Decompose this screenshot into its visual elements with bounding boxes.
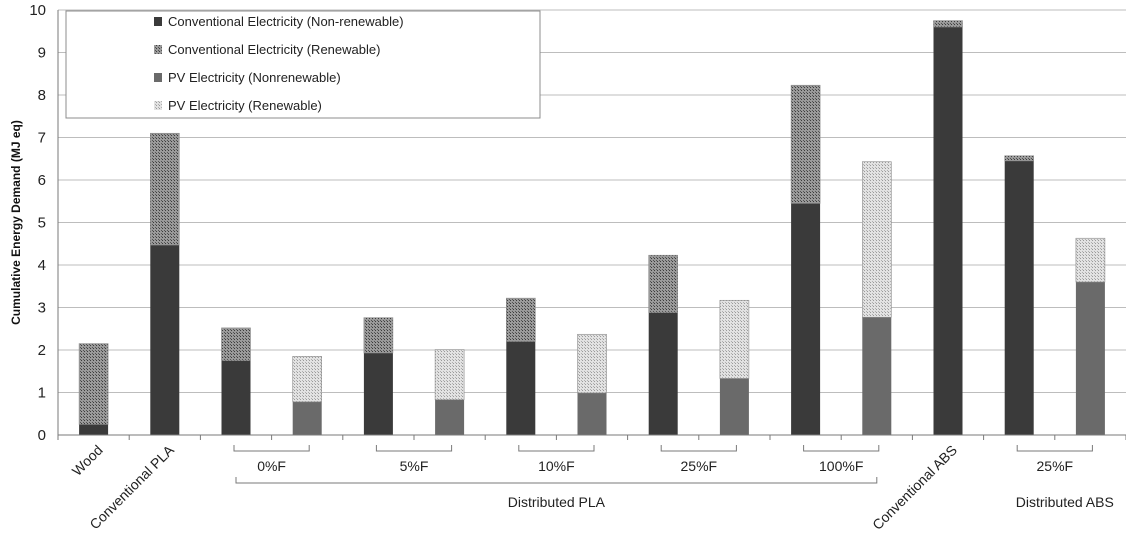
bar-conventional-nonrenewable: [79, 424, 109, 435]
x-category-label: 25%F: [1037, 458, 1074, 474]
y-tick-label: 10: [29, 2, 46, 19]
legend-swatch: [154, 45, 162, 54]
bar-pv-renewable: [292, 356, 323, 403]
bar-conventional-renewable: [790, 84, 821, 204]
y-tick-label: 7: [38, 130, 46, 147]
bar-pv-nonrenewable: [862, 317, 892, 435]
legend: Conventional Electricity (Non-renewable)…: [65, 10, 541, 119]
y-tick-label: 9: [38, 45, 46, 62]
x-category-label: 0%F: [257, 458, 286, 474]
legend-label: Conventional Electricity (Non-renewable): [168, 14, 404, 29]
bar-pv-nonrenewable: [719, 378, 749, 435]
bar-conventional-renewable: [1004, 155, 1035, 162]
y-tick-label: 4: [38, 257, 46, 274]
bar-pv-renewable: [861, 161, 892, 318]
x-category-label: 5%F: [400, 458, 429, 474]
bar-conventional-renewable: [505, 297, 536, 342]
legend-swatch: [154, 17, 162, 26]
x-category-label: 100%F: [819, 458, 863, 474]
bar-conventional-nonrenewable: [150, 245, 180, 435]
bar-pv-nonrenewable: [435, 399, 465, 435]
x-category-label: Conventional ABS: [869, 442, 960, 533]
bar-conventional-renewable: [648, 254, 679, 313]
y-axis-title: Cumulative Energy Demand (MJ eq): [9, 120, 23, 325]
category-bracket: [518, 445, 595, 452]
y-tick-label: 0: [38, 427, 46, 444]
category-bracket: [660, 445, 737, 452]
bar-conventional-nonrenewable: [1004, 160, 1034, 435]
bar-conventional-nonrenewable: [221, 360, 251, 435]
bar-conventional-nonrenewable: [648, 312, 678, 435]
category-bracket: [375, 445, 453, 452]
y-tick-label: 3: [38, 300, 46, 317]
bar-pv-renewable: [577, 333, 607, 394]
category-bracket: [803, 445, 880, 452]
y-tick-label: 8: [38, 87, 46, 104]
bar-pv-renewable: [434, 349, 465, 401]
group-bracket: [235, 477, 878, 484]
category-bracket: [1016, 445, 1093, 452]
legend-box: [65, 10, 541, 119]
bar-conventional-renewable: [150, 132, 180, 246]
x-group-label: Distributed PLA: [508, 494, 606, 510]
x-category-label: 10%F: [538, 458, 575, 474]
bars: [78, 20, 1106, 435]
legend-swatch: [154, 73, 162, 82]
bar-conventional-nonrenewable: [363, 352, 393, 435]
bar-conventional-nonrenewable: [506, 341, 536, 435]
bar-pv-nonrenewable: [292, 401, 322, 435]
category-bracket: [233, 445, 310, 452]
y-tick-label: 2: [38, 342, 46, 359]
legend-label: PV Electricity (Renewable): [168, 98, 322, 113]
legend-label: PV Electricity (Nonrenewable): [168, 70, 341, 85]
y-tick-label: 6: [38, 172, 46, 189]
x-group-label: Distributed ABS: [1016, 494, 1114, 510]
bar-pv-renewable: [1075, 237, 1106, 283]
x-category-label: Wood: [69, 442, 106, 479]
legend-swatch: [154, 101, 162, 110]
bar-conventional-renewable: [933, 20, 963, 28]
axes: 0 1 2 3 4 5 6 7 8 9 10 Cumulative Energy Demand (MJ…: [9, 2, 1126, 444]
bar-conventional-renewable: [363, 317, 394, 354]
bar-pv-nonrenewable: [577, 392, 607, 435]
bar-pv-renewable: [719, 299, 750, 379]
legend-label: Conventional Electricity (Renewable): [168, 42, 380, 57]
x-category-label: 25%F: [681, 458, 718, 474]
y-tick-label: 1: [38, 385, 46, 402]
y-tick-label: 5: [38, 215, 46, 232]
bar-conventional-nonrenewable: [933, 27, 963, 435]
bar-conventional-nonrenewable: [791, 203, 821, 435]
bar-pv-nonrenewable: [1075, 282, 1105, 435]
bar-conventional-renewable: [221, 327, 251, 361]
bar-conventional-renewable: [78, 343, 109, 425]
